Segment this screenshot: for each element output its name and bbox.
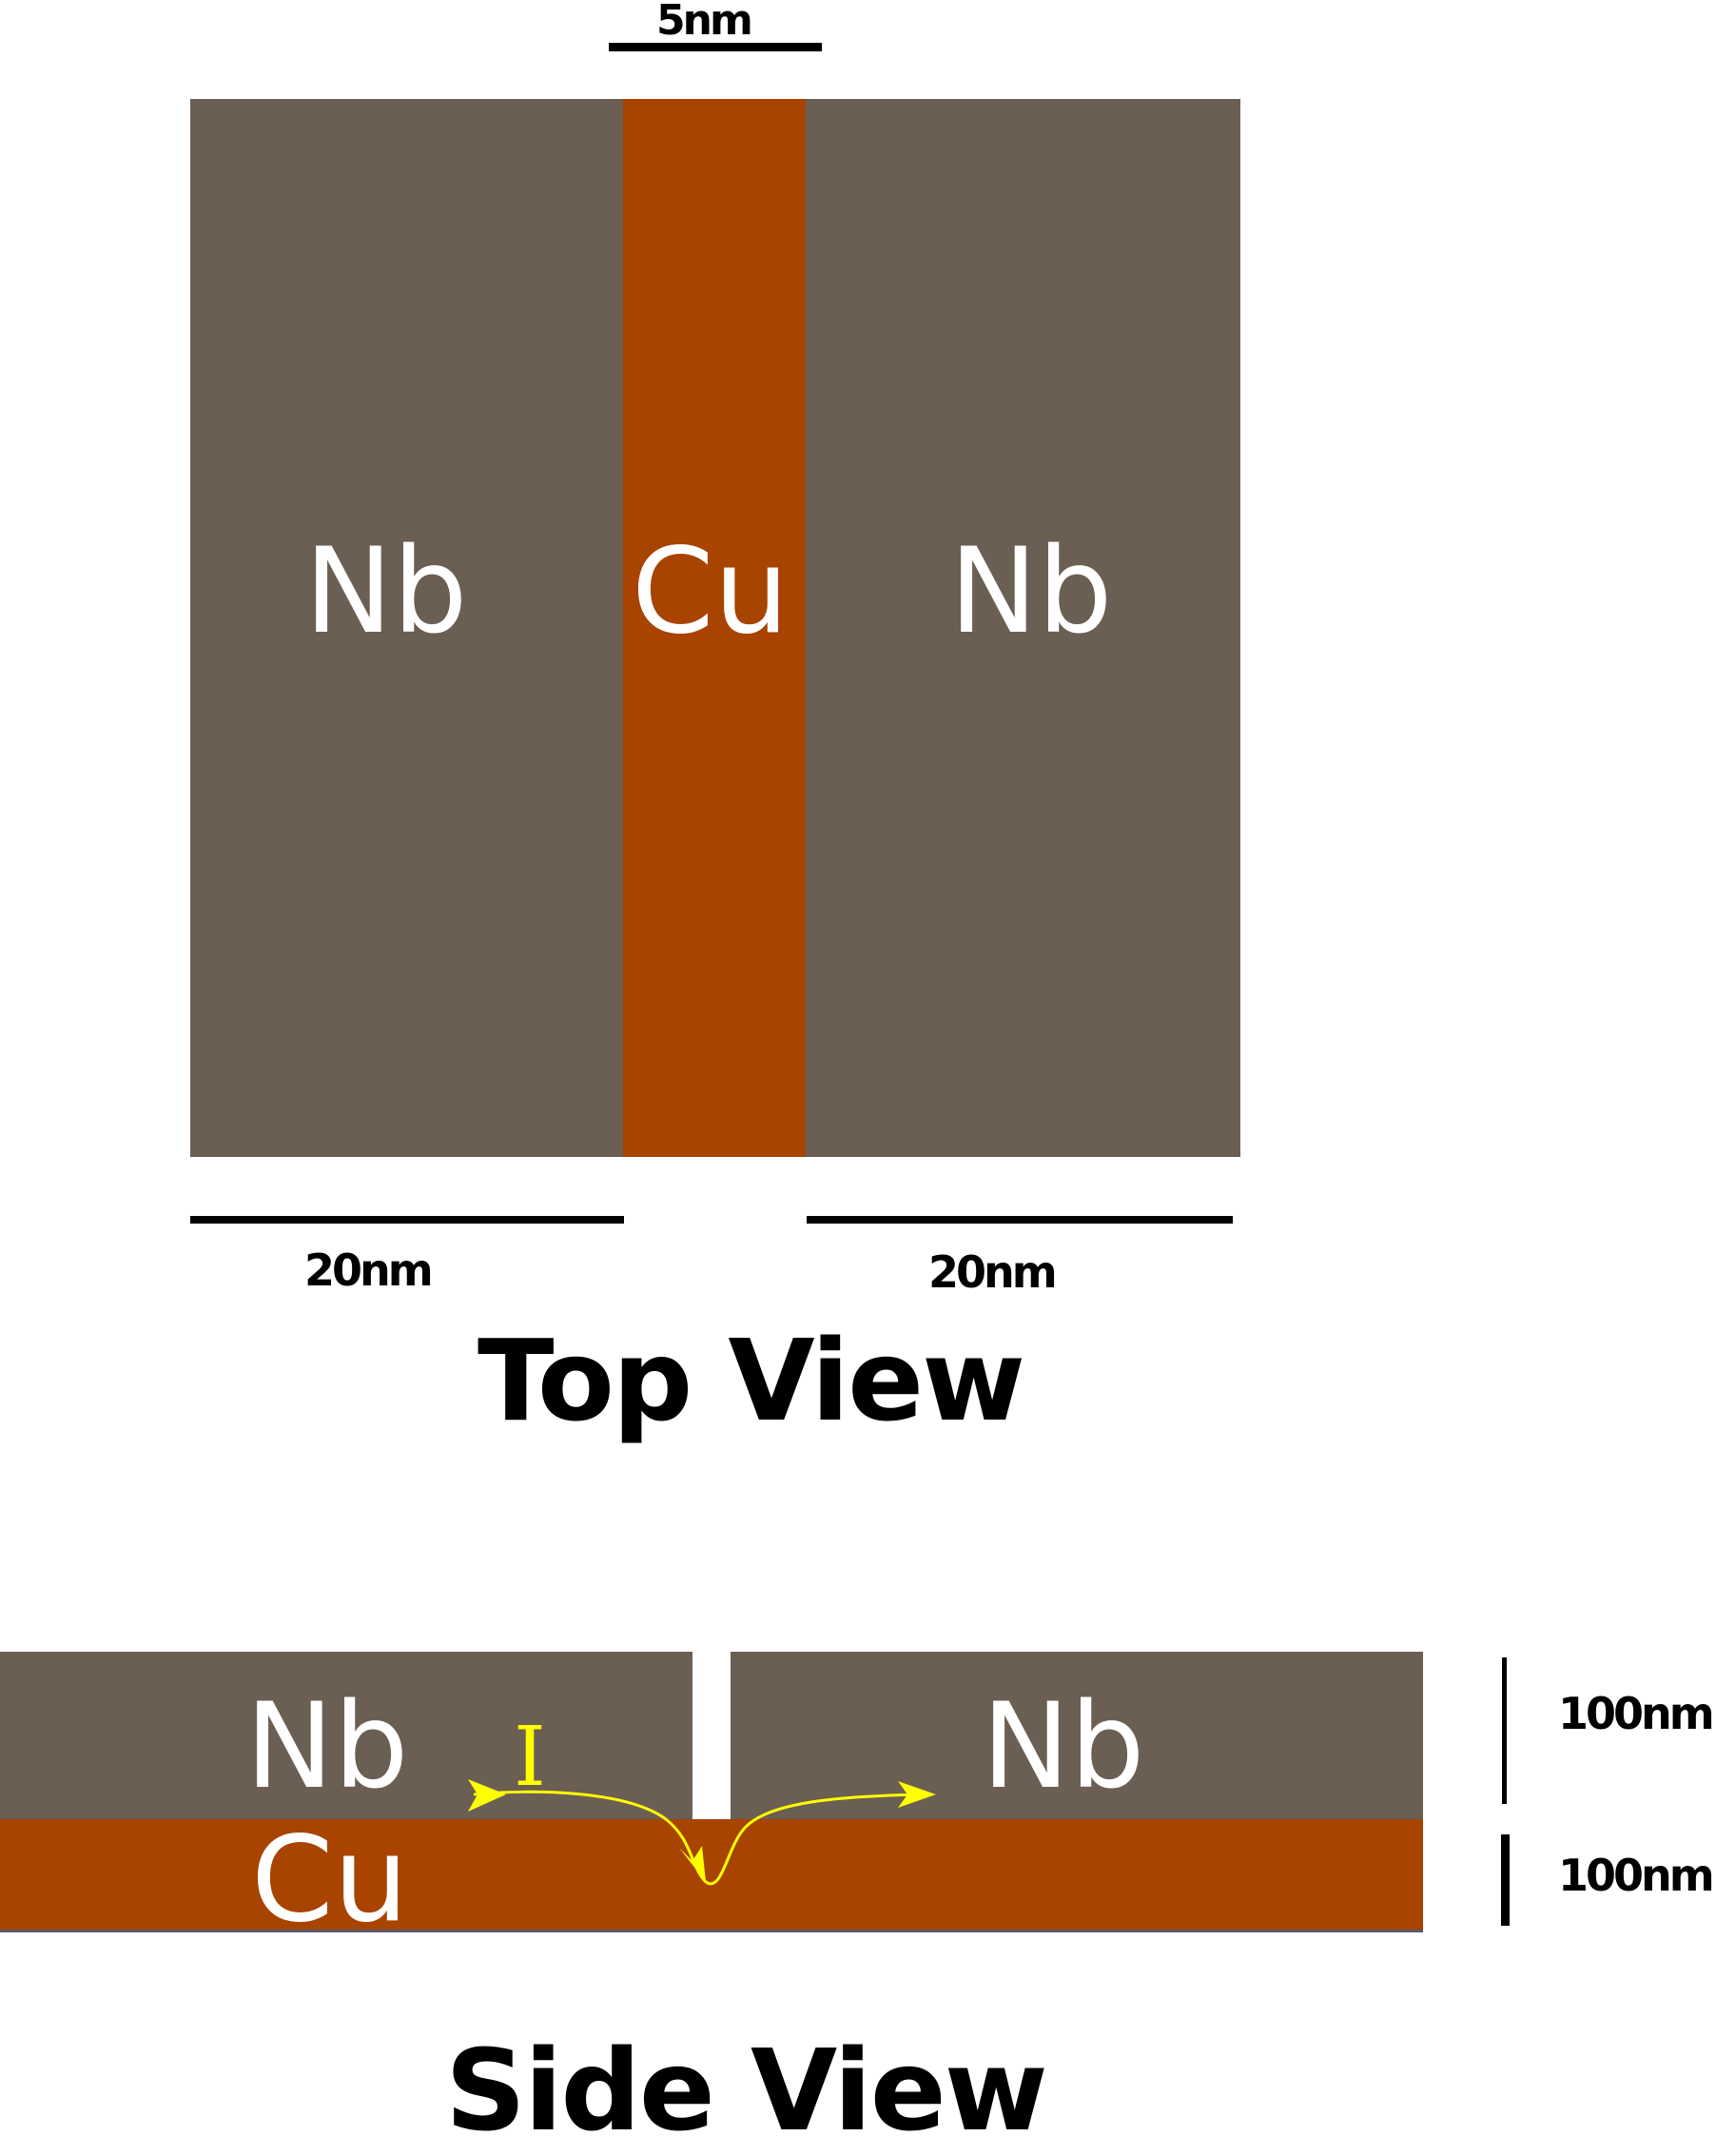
side-cu-label: Cu <box>251 1812 409 1949</box>
side-view-title: Side View <box>445 2025 1048 2156</box>
current-path-right <box>705 1793 922 1886</box>
current-arrowheads <box>468 1779 936 1882</box>
side-cu-thickness-bar <box>1501 1834 1510 1926</box>
side-cu-layer <box>0 1819 1423 1931</box>
arrowhead-entry-icon <box>468 1779 506 1812</box>
top-left-dimension-label: 20nm <box>304 1245 434 1296</box>
arrowhead-down-icon <box>679 1846 706 1882</box>
side-nb-left-label: Nb <box>245 1678 409 1815</box>
top-nb-right-label: Nb <box>949 523 1113 660</box>
top-gap-dimension-label: 5nm <box>656 0 753 45</box>
top-right-dimension-label: 20nm <box>928 1246 1058 1298</box>
arrowhead-exit-icon <box>898 1781 936 1808</box>
top-gap-dimension-line <box>609 43 822 51</box>
top-cu-label: Cu <box>632 523 790 660</box>
side-nb-thickness-bar <box>1502 1657 1507 1804</box>
top-nb-right-block <box>806 99 1240 1157</box>
top-nb-left-block <box>190 99 624 1157</box>
side-cu-thickness-label: 100nm <box>1558 1850 1715 1901</box>
top-cu-strip <box>623 99 806 1157</box>
side-nb-right-label: Nb <box>982 1678 1145 1815</box>
side-cu-bottom-edge <box>0 1930 1423 1932</box>
side-nb-thickness-label: 100nm <box>1558 1688 1715 1739</box>
current-path-left <box>473 1790 708 1884</box>
current-label: I <box>514 1710 546 1805</box>
top-view-title: Top View <box>478 1315 1025 1446</box>
side-nb-right-layer <box>731 1652 1423 1821</box>
top-nb-left-label: Nb <box>304 523 468 660</box>
top-right-dimension-line <box>807 1216 1233 1224</box>
top-left-dimension-line <box>190 1216 624 1224</box>
